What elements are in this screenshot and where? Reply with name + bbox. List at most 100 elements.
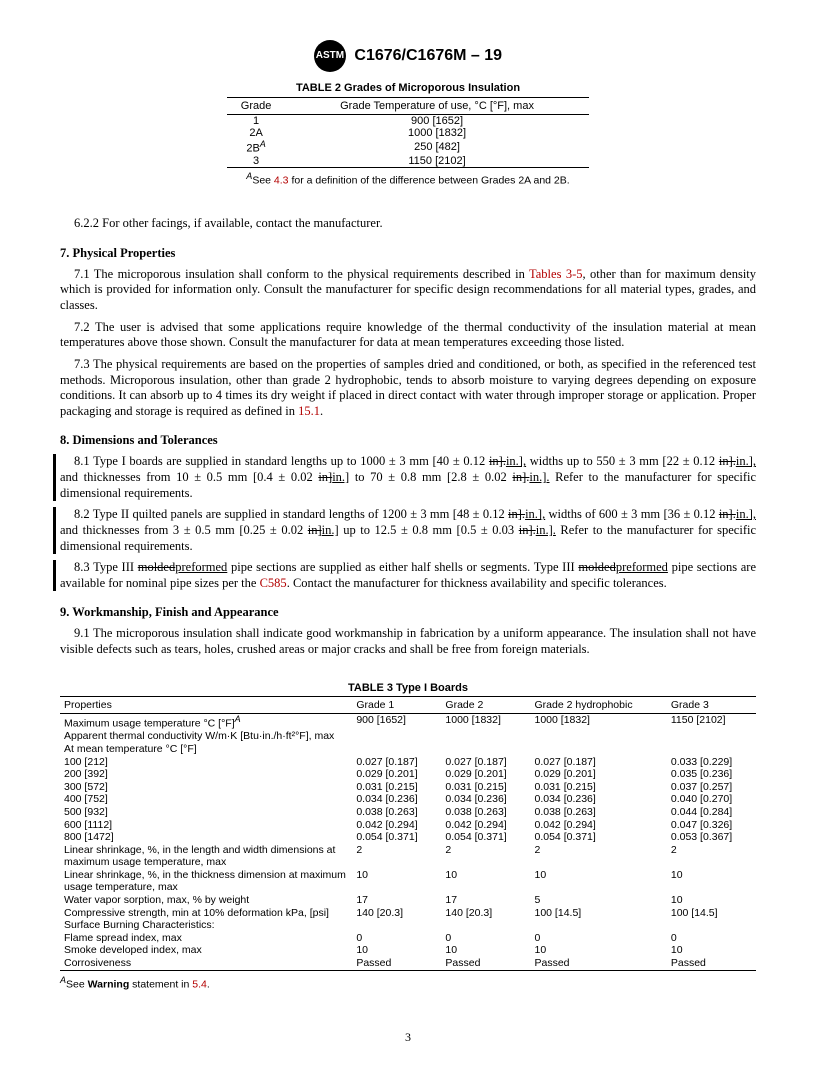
t3-value: 10 (667, 894, 756, 907)
section-9-title: 9. Workmanship, Finish and Appearance (60, 605, 756, 620)
t3-value: 10 (441, 944, 530, 957)
t3-value: 10 (441, 869, 530, 894)
para-8-1: 8.1 Type I boards are supplied in standa… (53, 454, 756, 501)
t3-value: 0 (531, 932, 667, 945)
t3-header: Grade 1 (352, 696, 441, 714)
t3-value (667, 730, 756, 743)
table-2: TABLE 2 Grades of Microporous Insulation… (227, 82, 589, 168)
table-2-footnote: ASee 4.3 for a definition of the differe… (60, 171, 756, 187)
t3-value: 0.047 [0.326] (667, 819, 756, 832)
t2-grade: 3 (227, 155, 285, 168)
t3-value: 10 (531, 944, 667, 957)
t3-value: Passed (667, 957, 756, 970)
para-7-3: 7.3 The physical requirements are based … (60, 357, 756, 420)
t3-value: 5 (531, 894, 667, 907)
t3-property: At mean temperature °C [°F] (60, 743, 352, 756)
t3-value: 0.031 [0.215] (441, 781, 530, 794)
t3-header: Properties (60, 696, 352, 714)
table-3-footnote: ASee Warning statement in 5.4. (60, 975, 756, 991)
t3-value: 0 (352, 932, 441, 945)
t2-temp: 900 [1652] (285, 115, 589, 128)
t3-property: 500 [932] (60, 806, 352, 819)
para-8-2: 8.2 Type II quilted panels are supplied … (53, 507, 756, 554)
t3-value: 1150 [2102] (667, 714, 756, 731)
para-6-2-2: 6.2.2 For other facings, if available, c… (60, 216, 756, 232)
t3-value: 0.029 [0.201] (531, 768, 667, 781)
t2-temp: 1000 [1832] (285, 127, 589, 139)
t3-header: Grade 3 (667, 696, 756, 714)
t3-value: 0.029 [0.201] (352, 768, 441, 781)
t3-value: 0.042 [0.294] (531, 819, 667, 832)
t3-value: Passed (531, 957, 667, 970)
t3-value (352, 743, 441, 756)
t3-property: Water vapor sorption, max, % by weight (60, 894, 352, 907)
para-7-2: 7.2 The user is advised that some applic… (60, 320, 756, 351)
t3-value: 0.035 [0.236] (667, 768, 756, 781)
t2-grade: 1 (227, 115, 285, 128)
table-3-caption: TABLE 3 Type I Boards (60, 682, 756, 694)
t3-property: Linear shrinkage, %, in the length and w… (60, 844, 352, 869)
table-2-caption: TABLE 2 Grades of Microporous Insulation (227, 82, 589, 94)
t3-value (352, 730, 441, 743)
t3-value: 100 [14.5] (531, 907, 667, 920)
designation: C1676/C1676M – 19 (354, 47, 502, 64)
t3-property: Linear shrinkage, %, in the thickness di… (60, 869, 352, 894)
t3-value: 0.034 [0.236] (531, 793, 667, 806)
t3-value: 0.054 [0.371] (352, 831, 441, 844)
t3-value: 0.038 [0.263] (352, 806, 441, 819)
t3-property: 200 [392] (60, 768, 352, 781)
t3-value: 2 (352, 844, 441, 869)
t3-value: 10 (352, 944, 441, 957)
t3-value: 0.042 [0.294] (352, 819, 441, 832)
t3-value: 140 [20.3] (352, 907, 441, 920)
para-8-3: 8.3 Type III moldedpreformed pipe sectio… (53, 560, 756, 591)
t3-value (531, 919, 667, 932)
t3-value: 900 [1652] (352, 714, 441, 731)
t3-value (667, 919, 756, 932)
t3-value: 0.027 [0.187] (441, 756, 530, 769)
t3-property: 300 [572] (60, 781, 352, 794)
t2-grade: 2A (227, 127, 285, 139)
t3-value (441, 743, 530, 756)
t3-value (531, 743, 667, 756)
t3-value: 0.038 [0.263] (441, 806, 530, 819)
t3-property: Corrosiveness (60, 957, 352, 970)
t3-value: 10 (667, 869, 756, 894)
t3-value: 0 (441, 932, 530, 945)
page-header: ASTM C1676/C1676M – 19 (60, 40, 756, 72)
t3-value: 0.054 [0.371] (531, 831, 667, 844)
t3-value: 0.027 [0.187] (531, 756, 667, 769)
t3-value (667, 743, 756, 756)
t2-temp: 1150 [2102] (285, 155, 589, 168)
t3-value: 17 (352, 894, 441, 907)
t3-value: 0.038 [0.263] (531, 806, 667, 819)
t3-header: Grade 2 (441, 696, 530, 714)
t3-property: 400 [752] (60, 793, 352, 806)
t3-value: Passed (441, 957, 530, 970)
t3-value (352, 919, 441, 932)
t2-temp: 250 [482] (285, 139, 589, 155)
t2-col-grade: Grade (227, 98, 285, 115)
t3-value: 10 (352, 869, 441, 894)
t3-value: 0.044 [0.284] (667, 806, 756, 819)
t3-value: 2 (531, 844, 667, 869)
t3-property: 100 [212] (60, 756, 352, 769)
table-3: PropertiesGrade 1Grade 2Grade 2 hydropho… (60, 696, 756, 971)
section-8-title: 8. Dimensions and Tolerances (60, 433, 756, 448)
t3-value: 0.042 [0.294] (441, 819, 530, 832)
t3-value: 2 (441, 844, 530, 869)
t3-value (441, 919, 530, 932)
t3-value: 140 [20.3] (441, 907, 530, 920)
t3-property: Smoke developed index, max (60, 944, 352, 957)
t3-value: 0.027 [0.187] (352, 756, 441, 769)
t3-value: 0.040 [0.270] (667, 793, 756, 806)
t3-value (441, 730, 530, 743)
t3-value: 1000 [1832] (531, 714, 667, 731)
t3-value: Passed (352, 957, 441, 970)
t3-value: 100 [14.5] (667, 907, 756, 920)
para-9-1: 9.1 The microporous insulation shall ind… (60, 626, 756, 657)
page-number: 3 (60, 1030, 756, 1045)
t3-header: Grade 2 hydrophobic (531, 696, 667, 714)
t3-value: 0.053 [0.367] (667, 831, 756, 844)
t3-value: 0.034 [0.236] (352, 793, 441, 806)
